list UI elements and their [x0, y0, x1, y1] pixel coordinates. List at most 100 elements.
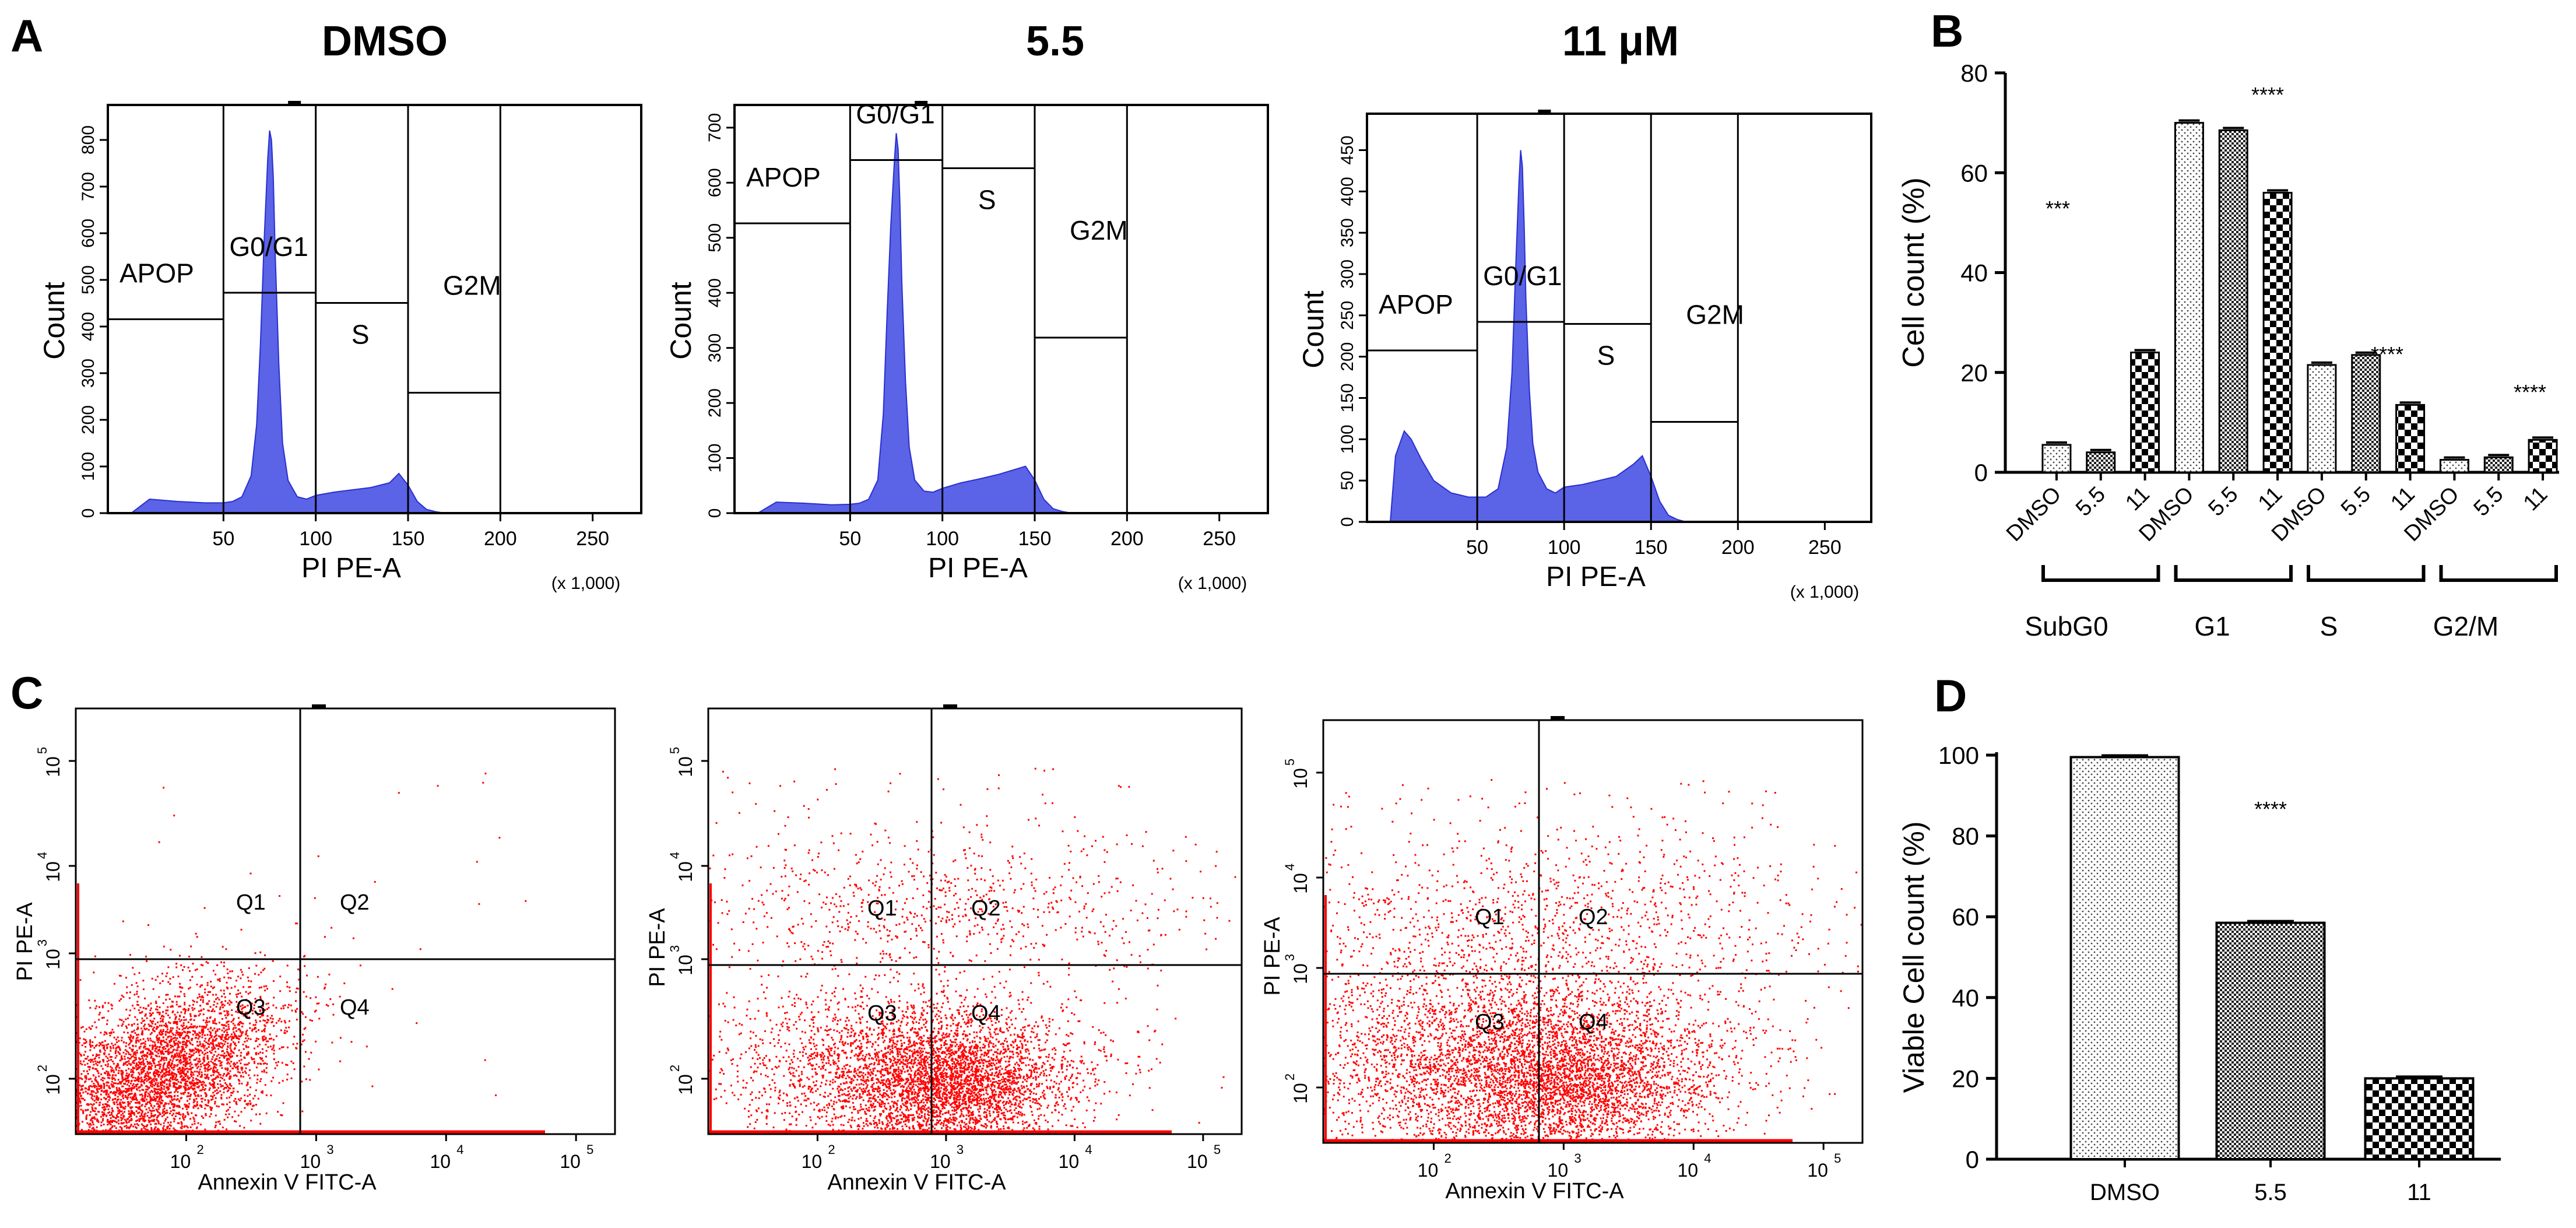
bar: [2130, 352, 2160, 473]
y-axis-label: Count: [665, 282, 697, 360]
x-tick-label: 200: [1721, 536, 1755, 559]
x-tick-exponent: 5: [586, 1142, 593, 1157]
x-tick-label: 100: [1548, 536, 1581, 559]
y-tick-exponent: 5: [35, 747, 50, 754]
x-tick-base: 10: [802, 1151, 823, 1172]
y-tick-label: 0: [1966, 1146, 1979, 1173]
x-tick-exponent: 4: [456, 1142, 463, 1157]
gate-label-s: S: [1597, 341, 1615, 371]
x-tick-base: 10: [560, 1151, 581, 1172]
chart-title: 5.5: [1026, 18, 1084, 65]
x-tick-label: 5.5: [2469, 482, 2508, 521]
y-tick-exponent: 2: [1282, 1073, 1297, 1080]
plot-frame: [1366, 113, 1872, 523]
x-tick-base: 10: [1548, 1160, 1569, 1181]
significance-marker: ****: [2251, 83, 2284, 107]
y-tick-label: 0: [79, 508, 98, 518]
y-tick-label: 700: [705, 113, 725, 142]
x-tick-label: 150: [1018, 528, 1052, 550]
y-tick-label: 200: [1338, 342, 1357, 371]
gate-label-g2m: G2M: [1686, 300, 1744, 330]
quadrant-label-q2: Q2: [1579, 905, 1608, 929]
bar: [2215, 921, 2326, 1160]
y-tick-label: 150: [1338, 383, 1357, 412]
x-axis-label: PI PE-A: [1546, 562, 1646, 592]
gate-label-apop: APOP: [1379, 289, 1453, 320]
y-tick-label: 100: [79, 452, 98, 481]
group-bracket: [2174, 565, 2293, 582]
chart-title: DMSO: [322, 18, 448, 65]
significance-marker: ****: [2254, 797, 2287, 821]
x-unit-note: (x 1,000): [1178, 574, 1247, 593]
x-tick-base: 10: [1418, 1160, 1439, 1181]
y-tick-label: 200: [79, 405, 98, 434]
quadrant-label-q4: Q4: [1579, 1010, 1608, 1034]
x-tick-base: 10: [1677, 1160, 1698, 1181]
panel-label-b: B: [1931, 5, 1963, 57]
x-axis-label: Annexin V FITC-A: [198, 1170, 377, 1195]
y-axis-label: PI PE-A: [645, 908, 670, 987]
bar: [2262, 192, 2293, 473]
x-tick-label: 150: [1635, 536, 1668, 559]
bar: [2174, 122, 2204, 473]
x-axis-label: PI PE-A: [928, 553, 1028, 584]
y-tick-exponent: 3: [35, 939, 50, 946]
y-tick-label: 80: [1960, 59, 1988, 87]
x-tick-base: 10: [1187, 1151, 1208, 1172]
y-tick-exponent: 3: [667, 945, 682, 952]
x-tick-exponent: 4: [1704, 1151, 1711, 1166]
y-tick-exponent: 4: [667, 852, 682, 859]
quadrant-label-q4: Q4: [340, 995, 370, 1020]
bar: [2086, 451, 2116, 473]
gate-label-g0g1: G0/G1: [856, 99, 935, 129]
y-tick-label: 60: [1960, 159, 1988, 187]
x-tick-label: 11: [2519, 482, 2553, 516]
x-tick-exponent: 4: [1085, 1142, 1092, 1157]
y-tick-exponent: 5: [1282, 759, 1297, 766]
y-tick-label: 800: [79, 125, 98, 155]
x-tick-label: 100: [926, 528, 959, 550]
x-tick-exponent: 5: [1214, 1142, 1221, 1157]
histogram-dmso: DMSO APOP G0/G1 S G2M 50 100 150 200 250 0 100 200 30…: [38, 18, 642, 593]
quadrant-label-q3: Q3: [867, 1001, 897, 1026]
y-tick-label: 20: [1952, 1065, 1979, 1092]
y-axis-label: Viable Cell count (%): [1897, 822, 1930, 1093]
dotplot-5-5: Q1 Q2 Q3 Q4 10 2 10 3 10 4 10 5 10 2 10 3 10 4 10 5 Annexin …: [645, 704, 1243, 1195]
x-tick-base: 10: [300, 1151, 321, 1172]
y-tick-base: 10: [675, 955, 696, 976]
y-tick-base: 10: [1290, 963, 1311, 984]
y-axis-label: Count: [38, 282, 71, 360]
plot-frame: [733, 104, 1269, 514]
quadrant-label-q1: Q1: [236, 890, 266, 915]
y-tick-label: 600: [705, 168, 725, 197]
dotplot-dmso: Q1 Q2 Q3 Q4 10 2 10 3 10 4 10 5 10 2 10 3 10 4 10 5 Annexin …: [13, 704, 616, 1195]
significance-marker: ****: [2371, 342, 2403, 366]
y-tick-label: 100: [1938, 742, 1979, 769]
y-tick-label: 0: [1338, 517, 1357, 527]
x-tick-label: DMSO: [2090, 1180, 2160, 1205]
significance-marker: ****: [2514, 380, 2546, 404]
y-tick-label: 200: [705, 388, 725, 417]
y-tick-label: 450: [1338, 135, 1357, 164]
x-tick-exponent: 2: [1444, 1151, 1451, 1166]
y-tick-label: 60: [1952, 903, 1979, 931]
x-unit-note: (x 1,000): [551, 574, 620, 593]
x-tick-exponent: 5: [1834, 1151, 1841, 1166]
y-tick-label: 600: [79, 219, 98, 248]
x-axis-label: Annexin V FITC-A: [827, 1170, 1006, 1195]
x-tick-label: 11: [2386, 482, 2420, 516]
y-tick-label: 0: [705, 508, 725, 518]
y-tick-base: 10: [43, 1074, 64, 1095]
x-tick-label: 250: [1808, 536, 1841, 559]
bar: [2395, 404, 2426, 473]
y-tick-exponent: 4: [35, 852, 50, 859]
y-tick-label: 100: [1338, 424, 1357, 454]
x-tick-base: 10: [170, 1151, 191, 1172]
x-tick-label: 100: [299, 528, 332, 550]
y-tick-base: 10: [1290, 768, 1311, 789]
gate-label-g0g1: G0/G1: [1483, 261, 1562, 291]
y-tick-label: 0: [1974, 459, 1988, 486]
quadrant-label-q1: Q1: [867, 896, 897, 921]
